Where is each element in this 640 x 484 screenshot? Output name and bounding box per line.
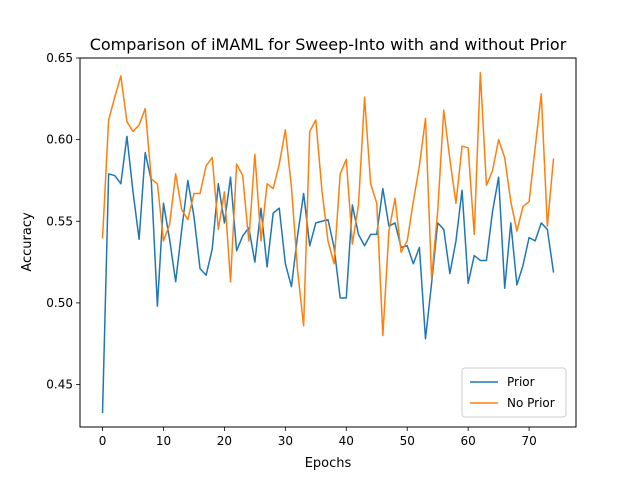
y-axis-label: Accuracy <box>20 212 35 272</box>
x-tick-label: 50 <box>400 434 415 448</box>
y-tick-label: 0.50 <box>46 296 73 310</box>
x-tick-label: 40 <box>339 434 354 448</box>
legend-label: No Prior <box>507 396 555 410</box>
y-tick-label: 0.60 <box>46 133 73 147</box>
x-tick-label: 10 <box>156 434 171 448</box>
x-axis: 0 10 20 30 40 50 60 70 <box>99 427 537 448</box>
y-axis: 0.45 0.50 0.55 0.60 0.65 <box>46 51 80 392</box>
x-tick-label: 20 <box>217 434 232 448</box>
legend-box <box>461 367 567 418</box>
x-tick-label: 30 <box>278 434 293 448</box>
plot-area-frame <box>79 57 577 428</box>
y-tick-label: 0.45 <box>46 378 73 392</box>
legend-label: Prior <box>507 375 535 389</box>
legend: Prior No Prior <box>461 367 567 418</box>
x-tick-label: 0 <box>99 434 107 448</box>
x-axis-label: Epochs <box>305 456 352 471</box>
y-tick-label: 0.55 <box>46 214 73 228</box>
series-line-prior <box>101 135 555 414</box>
y-tick-label: 0.65 <box>46 51 73 65</box>
chart-title: Comparison of iMAML for Sweep-Into with … <box>90 35 567 54</box>
x-tick-label: 60 <box>461 434 476 448</box>
x-tick-label: 70 <box>521 434 536 448</box>
series-line-no-prior <box>101 71 555 337</box>
